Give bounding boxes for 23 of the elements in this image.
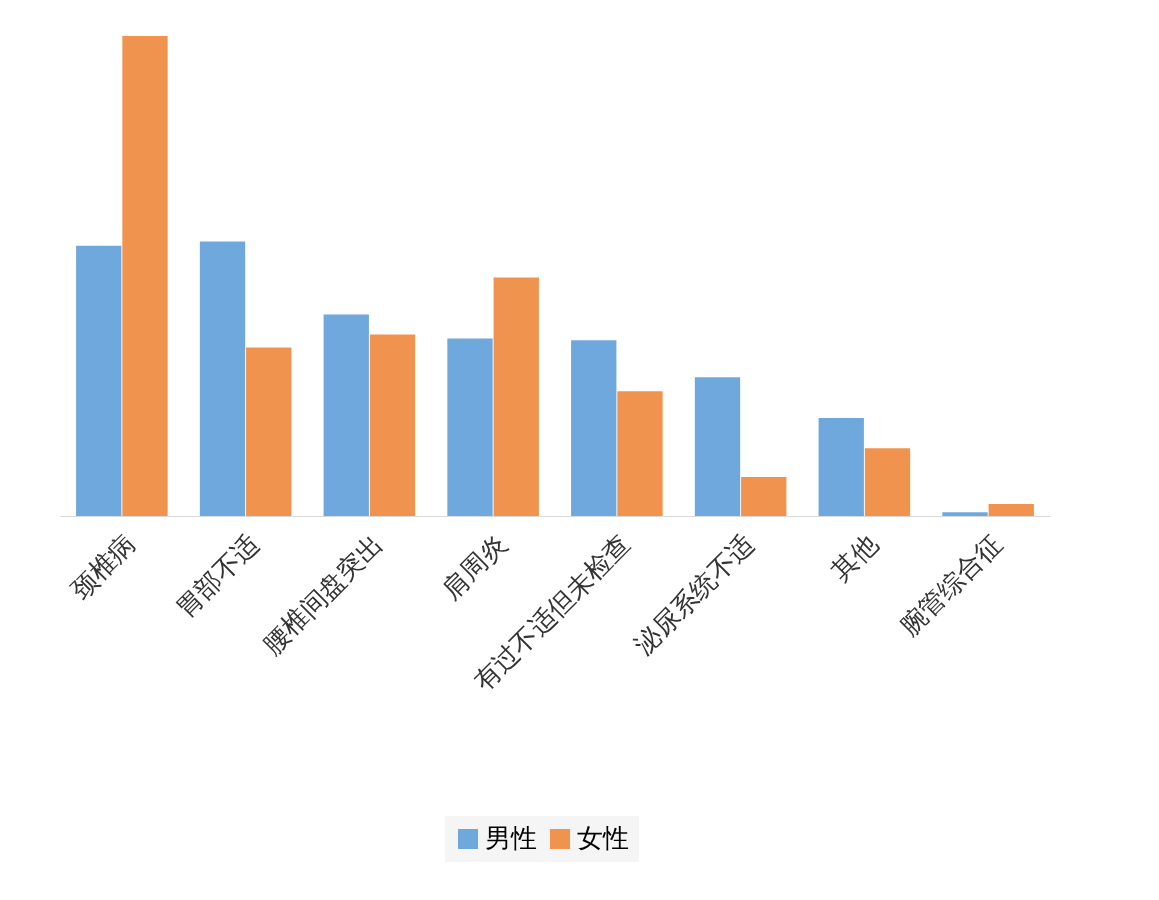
x-tick-label: 腕管综合征 (894, 528, 1008, 642)
bar (942, 512, 988, 516)
bar (199, 241, 246, 516)
bar (76, 245, 122, 516)
bar (323, 314, 369, 516)
legend-label: 男性 (485, 823, 537, 853)
bar (122, 36, 168, 516)
bar (818, 418, 864, 516)
bar (988, 504, 1034, 516)
bar (864, 448, 911, 516)
bar (246, 347, 292, 516)
x-tick-label: 颈椎病 (64, 528, 141, 605)
bar (741, 477, 787, 516)
x-tick-label: 其他 (825, 528, 884, 587)
bar (493, 277, 539, 516)
x-tick-label: 肩周炎 (435, 528, 513, 605)
bar (694, 377, 741, 516)
bar (447, 338, 493, 516)
x-tick-label: 胃部不适 (169, 528, 265, 624)
bar (571, 340, 617, 516)
bar (369, 334, 416, 516)
legend-label: 女性 (577, 823, 629, 853)
bar (617, 391, 663, 516)
